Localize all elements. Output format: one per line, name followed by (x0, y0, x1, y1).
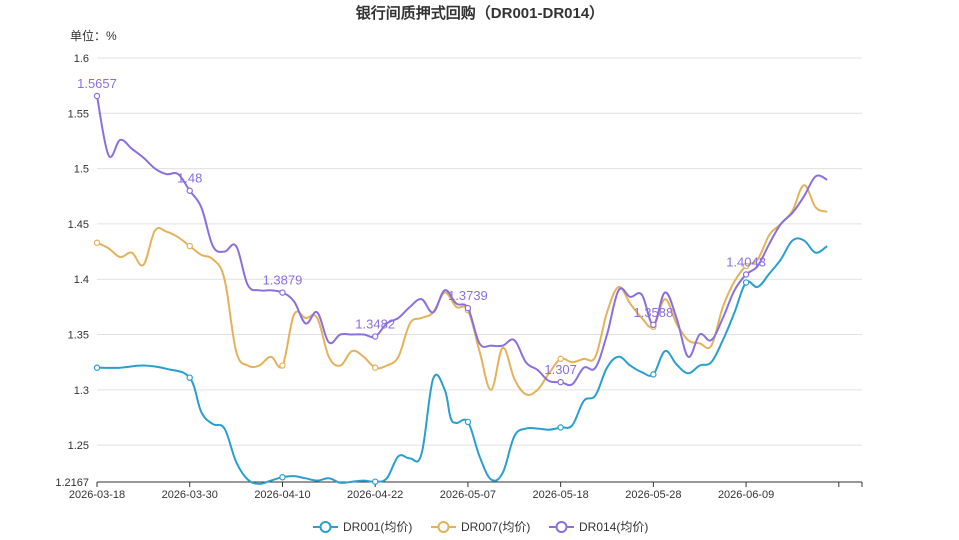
legend-label: DR001(均价) (343, 520, 412, 534)
x-tick-label: 2026-03-18 (69, 489, 125, 501)
series-2 (93, 184, 828, 396)
legend-item[interactable]: DR001(均价) (313, 520, 412, 534)
x-tick-label: 2026-05-18 (532, 489, 588, 501)
legend-item[interactable]: DR007(均价) (431, 520, 530, 534)
data-point (742, 279, 750, 286)
unit-label: 单位：% (70, 28, 117, 43)
data-point (742, 271, 750, 278)
series-line (96, 184, 828, 396)
y-tick-label: 1.3 (74, 385, 89, 397)
y-tick-label: 1.55 (68, 108, 89, 120)
data-labels: 1.5657 1.48 1.3879 1.3482 1.3739 1.307 1.3588 1… (77, 76, 766, 377)
data-label: 1.3739 (448, 288, 488, 303)
series-3 (93, 92, 828, 387)
data-point (279, 289, 286, 296)
data-label: 1.48 (177, 171, 202, 186)
data-point (464, 418, 472, 426)
x-tick-label: 2026-03-30 (162, 489, 218, 501)
legend-label: DR007(均价) (461, 520, 530, 534)
x-tick-label: 2026-04-10 (254, 489, 310, 501)
data-label: 1.3588 (633, 305, 673, 320)
legend-label: DR014(均价) (579, 520, 648, 534)
y-tick-label: 1.4 (74, 274, 89, 286)
x-tick-label: 2026-05-28 (625, 489, 681, 501)
data-label: 1.4043 (726, 254, 766, 269)
data-label: 1.3879 (263, 273, 303, 288)
data-label: 1.5657 (77, 76, 117, 91)
y-tick-label: 1.5 (74, 164, 89, 176)
y-tick-label: 1.35 (68, 330, 89, 342)
data-point (557, 378, 564, 386)
data-label: 1.307 (544, 362, 577, 377)
y-tick-label: 1.25 (68, 440, 89, 452)
data-point (371, 478, 379, 485)
legend-marker (319, 521, 332, 533)
data-label: 1.3482 (355, 317, 395, 332)
data-point (186, 374, 193, 381)
series-line (96, 237, 828, 485)
data-point (650, 321, 657, 329)
series-1 (93, 237, 828, 485)
data-point (464, 304, 472, 312)
data-point (742, 262, 750, 270)
data-point (93, 364, 101, 371)
data-point (650, 371, 657, 378)
y-tick-label: 1.6 (74, 53, 89, 65)
series-line (96, 95, 828, 387)
data-point (93, 92, 101, 100)
legend-marker (437, 521, 450, 533)
legend[interactable]: DR001(均价) DR007(均价) DR014(均价) (313, 520, 648, 534)
series-layer (93, 92, 828, 485)
x-tick-label: 2026-06-09 (718, 489, 774, 501)
legend-item[interactable]: DR014(均价) (549, 520, 648, 534)
x-tick-label: 2026-04-22 (347, 489, 403, 501)
data-point (186, 187, 193, 194)
legend-marker (555, 521, 568, 533)
y-tick-label: 1.2167 (55, 477, 89, 489)
y-tick-label: 1.45 (68, 219, 89, 231)
data-point (557, 355, 564, 363)
axes: 1.2167 1.25 1.3 1.35 1.4 1.45 1.5 1.55 1.6 2026-0… (55, 53, 863, 501)
data-point (557, 424, 564, 431)
data-point (93, 239, 101, 246)
grid-lines (97, 57, 862, 446)
chart-title: 银行间质押式回购（DR001-DR014） (356, 4, 604, 22)
data-point (371, 333, 379, 340)
data-point (279, 362, 286, 369)
data-point (371, 364, 379, 371)
data-point (186, 242, 193, 250)
x-tick-label: 2026-05-07 (440, 489, 496, 501)
data-point (279, 474, 286, 481)
